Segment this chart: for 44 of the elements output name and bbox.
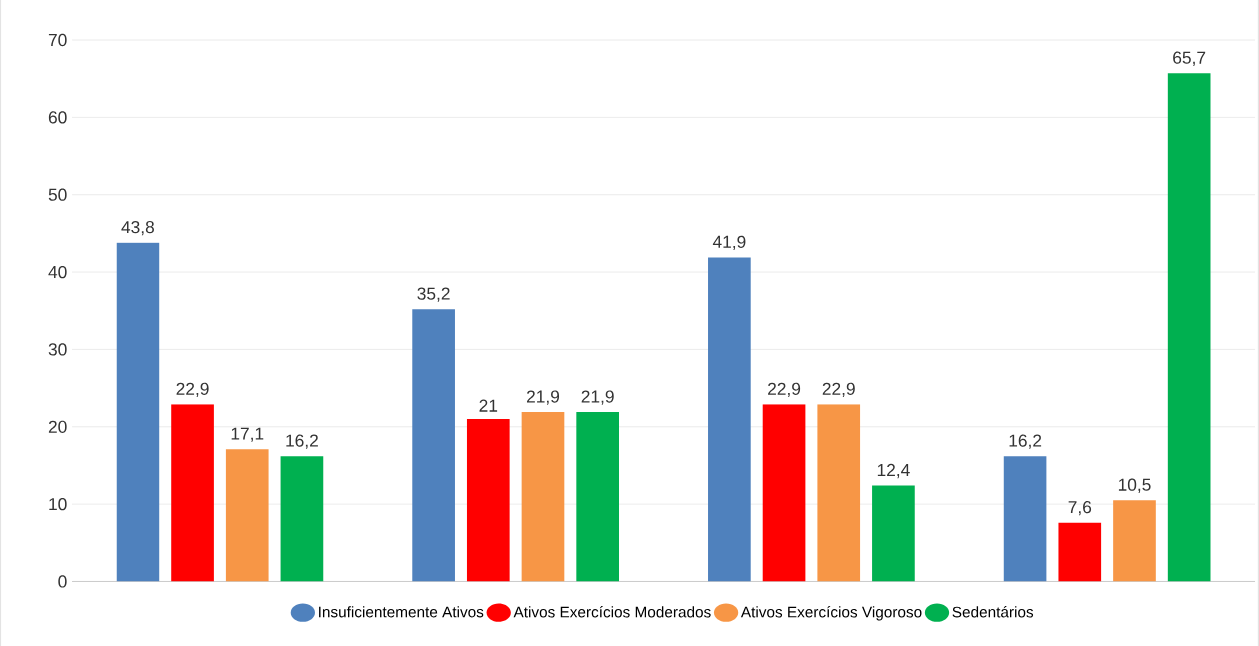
bar xyxy=(171,404,214,582)
data-label: 10,5 xyxy=(1118,478,1151,493)
y-tick-label: 70 xyxy=(48,33,67,47)
legend-label: Ativos Exercícios Moderados xyxy=(513,605,711,618)
bar xyxy=(817,404,861,582)
data-label: 16,2 xyxy=(1009,434,1042,449)
bar xyxy=(1003,456,1047,582)
data-label: 17,1 xyxy=(231,427,264,442)
legend-label: Insuficientemente Ativos xyxy=(319,606,484,618)
y-tick-label: 50 xyxy=(48,188,67,201)
y-tick-label: 60 xyxy=(48,111,67,124)
bar xyxy=(1058,522,1102,582)
bar xyxy=(1167,73,1211,582)
y-tick-label: 10 xyxy=(49,497,67,511)
data-label: 16,2 xyxy=(286,434,318,449)
bar xyxy=(521,412,565,582)
bar xyxy=(412,309,455,582)
bar xyxy=(280,456,324,582)
data-label: 41,9 xyxy=(712,235,746,250)
bar xyxy=(762,404,806,582)
data-label: 65,7 xyxy=(1173,51,1206,66)
y-tick-label: 40 xyxy=(48,265,67,279)
y-tick-label: 0 xyxy=(58,575,67,588)
bar xyxy=(872,485,915,582)
data-label: 22,9 xyxy=(176,382,209,397)
data-label: 21,9 xyxy=(581,390,614,405)
data-label: 35,2 xyxy=(417,287,450,302)
data-label: 12,4 xyxy=(877,463,910,479)
legend-label: Sedentários xyxy=(952,605,1034,618)
data-label: 21 xyxy=(479,399,498,412)
legend-label: Ativos Exercícios Vigoroso xyxy=(740,605,922,621)
bar xyxy=(1113,500,1156,582)
data-label: 43,8 xyxy=(121,220,154,236)
bar xyxy=(116,242,160,582)
y-tick-label: 30 xyxy=(48,343,67,356)
bar xyxy=(708,257,751,582)
data-label: 21,9 xyxy=(526,390,560,405)
data-label: 22,9 xyxy=(768,382,801,397)
data-label: 22,9 xyxy=(822,382,855,397)
bar xyxy=(576,412,619,582)
bar xyxy=(466,418,510,582)
y-tick-label: 20 xyxy=(48,420,67,433)
data-label: 7,6 xyxy=(1068,500,1092,516)
bar xyxy=(225,449,269,582)
